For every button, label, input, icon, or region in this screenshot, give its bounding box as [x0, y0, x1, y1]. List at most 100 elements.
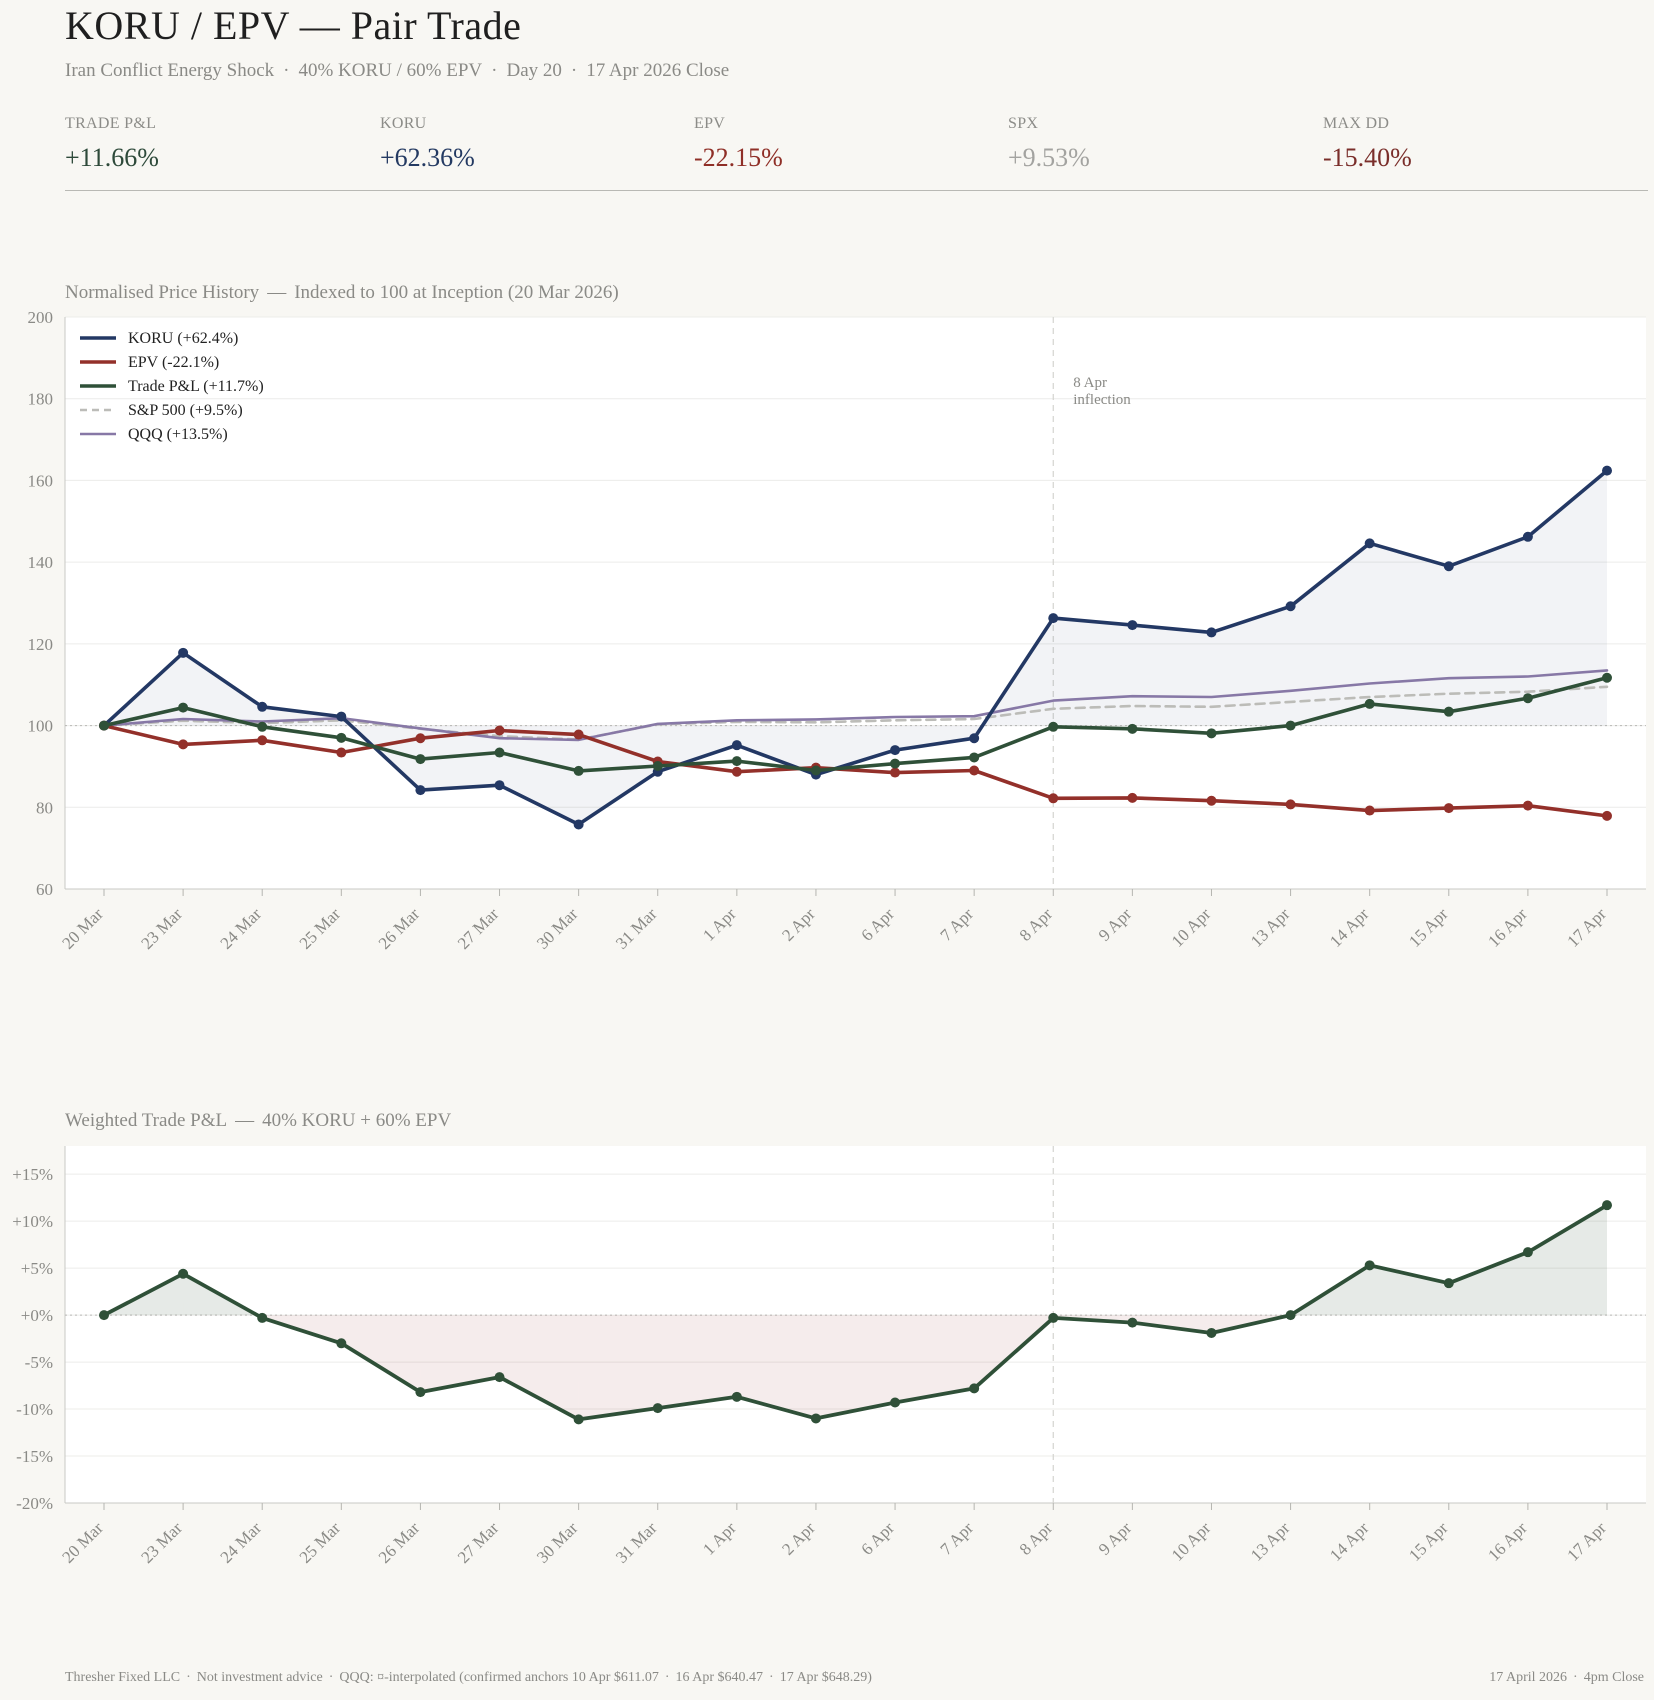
trade-pnl-point	[1048, 1312, 1059, 1323]
x-tick-label: 26 Mar	[375, 1518, 424, 1567]
trade-pnl-point	[810, 1413, 821, 1424]
kpi-label: MAX DD	[1323, 115, 1390, 132]
trade-pandl-point	[1364, 698, 1375, 709]
kpi-divider	[65, 190, 1648, 191]
kpi-value: +11.66%	[65, 143, 159, 172]
y-tick-label: 180	[28, 390, 54, 409]
plot-area	[65, 317, 1646, 889]
epv-point	[573, 729, 584, 740]
trade-pnl-point	[1522, 1247, 1533, 1258]
koru-point	[257, 701, 268, 712]
epv-point	[1522, 800, 1533, 811]
trade-pnl-point	[257, 1312, 268, 1323]
gain-area-fill	[1290, 1265, 1370, 1316]
kpi-label: KORU	[380, 115, 427, 132]
x-tick-label: 23 Mar	[137, 1518, 186, 1567]
footer-left: Thresher Fixed LLC · Not investment advice…	[65, 1670, 872, 1685]
trade-pandl-point	[652, 761, 663, 772]
x-tick-label: 6 Apr	[857, 904, 898, 945]
epv-point	[1048, 793, 1059, 804]
epv-point	[1206, 795, 1217, 806]
trade-pandl-point	[1048, 721, 1059, 732]
x-tick-label: 31 Mar	[612, 1518, 661, 1567]
trade-pnl-line	[102, 1203, 1609, 1422]
x-tick-label: 24 Mar	[217, 904, 266, 950]
trade-pnl-point	[1364, 1260, 1375, 1271]
trade-pandl-point	[494, 747, 505, 758]
legend-label-koru: KORU (+62.4%)	[128, 330, 238, 347]
trade-pandl-point	[415, 754, 426, 765]
footer-company: Thresher Fixed LLC	[65, 1670, 181, 1685]
y-tick-label: 60	[36, 880, 53, 899]
x-tick-label: 17 Apr	[1563, 1518, 1610, 1565]
kpi-trade-pnl: TRADE P&L +11.66%	[65, 115, 159, 173]
footer-anchor-17apr: 17 Apr $648.29)	[779, 1670, 872, 1685]
y-tick-label: 100	[28, 717, 54, 736]
x-tick-label: 17 Apr	[1563, 904, 1610, 950]
epv-point	[336, 747, 347, 758]
koru-point	[573, 819, 584, 830]
epv-point	[890, 767, 901, 778]
epv-point	[1364, 805, 1375, 816]
kpi-value: +62.36%	[380, 143, 475, 172]
trade-pnl-point	[494, 1372, 505, 1383]
x-tick-label: 13 Apr	[1247, 1518, 1294, 1565]
x-tick-label: 10 Apr	[1168, 1518, 1215, 1565]
legend-label-sandp-500: S&P 500 (+9.5%)	[128, 402, 243, 419]
trade-pandl-point	[257, 721, 268, 732]
kpi-value: -15.40%	[1323, 143, 1412, 172]
koru-point	[336, 711, 347, 722]
trade-pnl-point	[1602, 1200, 1612, 1211]
x-tick-label: 8 Apr	[1016, 1518, 1057, 1559]
epv-point	[415, 733, 426, 744]
trade-pandl-point	[1522, 693, 1533, 704]
y-tick-label: -10%	[16, 1400, 53, 1419]
x-tick-label: 1 Apr	[699, 904, 740, 945]
x-tick-label: 24 Mar	[217, 1518, 266, 1567]
trade-pandl-point	[969, 752, 980, 763]
subtitle-day: Day 20	[506, 60, 562, 81]
gain-area-fill	[1527, 1205, 1607, 1316]
epv-point	[178, 739, 189, 750]
trade-pandl-point	[178, 702, 189, 713]
y-tick-label: 200	[28, 308, 54, 327]
pnl-chart-title-main: Weighted Trade P&L	[65, 1110, 228, 1131]
trade-pandl-point	[1127, 723, 1138, 734]
y-tick-label: -15%	[16, 1447, 53, 1466]
trade-pandl-point	[731, 756, 742, 767]
x-tick-label: 20 Mar	[58, 904, 107, 950]
annotation-label: 8 Apr	[1073, 375, 1107, 391]
trade-pandl-point	[890, 758, 901, 769]
trade-pnl-point	[1285, 1310, 1296, 1321]
kpi-value: +9.53%	[1008, 143, 1090, 172]
subtitle-date: 17 Apr 2026 Close	[586, 60, 730, 81]
y-tick-label: 140	[28, 553, 54, 572]
trade-pnl-point	[1127, 1317, 1138, 1328]
page-title: KORU / EPV — Pair Trade	[65, 3, 522, 48]
loss-area-fill	[657, 1315, 737, 1409]
trade-pnl-point	[336, 1338, 347, 1349]
koru-point	[731, 740, 742, 751]
x-tick-label: 14 Apr	[1326, 904, 1373, 950]
y-tick-label: 160	[28, 471, 54, 490]
trade-pandl-line	[102, 675, 1609, 773]
y-tick-label: +10%	[12, 1212, 53, 1231]
koru-point	[1206, 627, 1217, 638]
koru-point	[494, 780, 505, 791]
x-tick-label: 16 Apr	[1484, 1518, 1531, 1565]
footer-qqq-note: QQQ: ¤-interpolated (confirmed anchors 1…	[339, 1670, 659, 1685]
kpi-label: TRADE P&L	[65, 115, 157, 132]
footer-right: 17 April 2026 · 4pm Close	[1489, 1670, 1644, 1685]
trade-pandl-point	[1602, 672, 1612, 683]
x-tick-label: 25 Mar	[296, 1518, 345, 1567]
price-history-chart: 60 80 100 120 140 160 180 200 20 Mar 23 Mar 24 Mar…	[28, 308, 1646, 950]
plot-area	[65, 1146, 1646, 1503]
x-tick-label: 26 Mar	[375, 904, 424, 950]
x-tick-label: 8 Apr	[1016, 904, 1057, 945]
koru-point	[1602, 465, 1612, 476]
x-tick-label: 31 Mar	[612, 904, 661, 950]
kpi-label: EPV	[694, 115, 726, 132]
x-tick-label: 23 Mar	[137, 904, 186, 950]
koru-point	[1285, 601, 1296, 612]
y-tick-label: +5%	[21, 1259, 53, 1278]
